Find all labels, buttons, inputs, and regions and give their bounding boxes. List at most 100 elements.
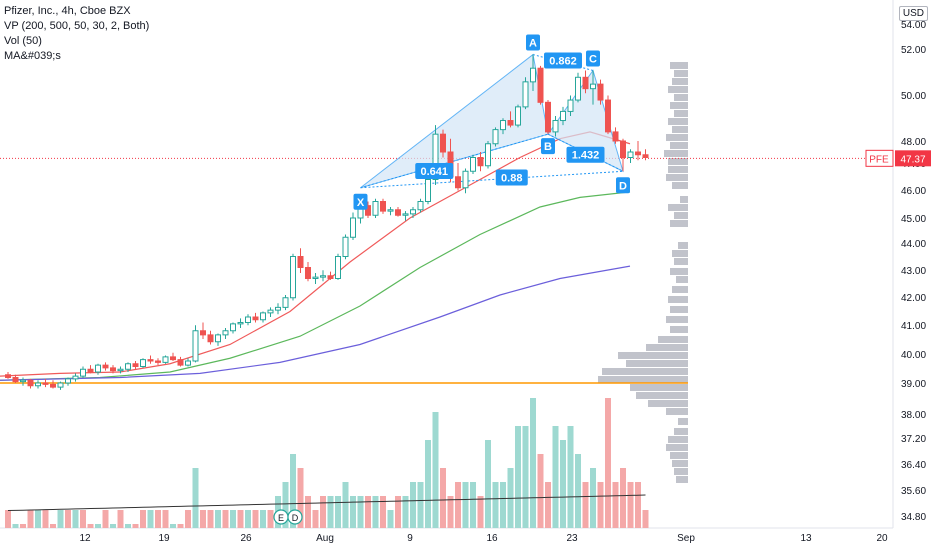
volume-profile-bar-44: [670, 452, 688, 459]
volume-bar-62: [470, 482, 476, 528]
volume-bar-25: [192, 468, 199, 528]
volume-bar-29: [222, 510, 229, 528]
candle-body-67: [507, 120, 514, 126]
volume-profile-bar-16: [680, 196, 688, 203]
volume-bar-70: [530, 398, 536, 528]
currency-badge[interactable]: USD: [898, 6, 928, 21]
candle-body-12: [95, 364, 101, 373]
harmonic-ratio-xd: 0.88: [501, 173, 522, 185]
y-tick-label-9: 42.00: [901, 293, 926, 304]
harmonic-label-b: B: [544, 141, 552, 153]
ticker-badge: PFE: [869, 154, 889, 165]
volume-bar-76: [575, 454, 581, 528]
legend-vol[interactable]: Vol (50): [4, 35, 42, 47]
candle-body-82: [620, 140, 626, 158]
ma-line-green: [0, 191, 631, 381]
candle-body-13: [102, 364, 109, 369]
candle-body-41: [312, 276, 319, 279]
harmonic-ratio-ac-bg: [544, 52, 582, 69]
volume-bar-40: [305, 496, 311, 528]
volume-bar-46: [350, 496, 356, 528]
candle-body-33: [252, 316, 259, 321]
candle-body-65: [492, 129, 499, 145]
candle-body-30: [230, 323, 236, 332]
candle-body-23: [177, 359, 184, 366]
candle-body-66: [500, 120, 506, 131]
volume-profile-bar-20: [678, 242, 688, 249]
volume-bar-2: [20, 524, 26, 528]
volume-bar-54: [410, 482, 416, 528]
volume-profile-bar-6: [674, 110, 688, 117]
candle-body-2: [20, 379, 26, 383]
volume-bar-65: [492, 482, 499, 528]
y-tick-label-5: 46.00: [901, 186, 926, 197]
candle-body-25: [192, 330, 199, 362]
candle-body-64: [485, 143, 491, 167]
candle-body-69: [522, 81, 529, 108]
volume-bar-51: [387, 510, 394, 528]
harmonic-ratio-xb-bg: [415, 162, 454, 179]
volume-profile-bar-24: [676, 276, 688, 283]
volume-bar-73: [552, 426, 559, 528]
candle-body-16: [125, 363, 131, 370]
volume-bar-72: [545, 482, 551, 528]
candle-body-14: [110, 367, 116, 372]
volume-bar-21: [162, 510, 169, 528]
volume-bar-55: [417, 482, 424, 528]
legend-title: Pfizer, Inc., 4h, Cboe BZX: [4, 5, 131, 17]
candle-body-62: [470, 157, 476, 172]
volume-profile-bar-13: [668, 166, 688, 173]
volume-bar-60: [455, 482, 461, 528]
candle-body-49: [372, 201, 379, 216]
candle-body-80: [605, 99, 611, 133]
x-tick-label-6: 23: [566, 533, 578, 544]
x-tick-label-8: 13: [800, 533, 812, 544]
harmonic-label-d-bg: [616, 177, 630, 194]
volume-bar-85: [642, 510, 649, 528]
volume-profile-bar-33: [626, 360, 688, 367]
y-tick-label-11: 40.00: [901, 350, 926, 361]
volume-profile-bar-9: [666, 134, 688, 141]
candle-body-9: [72, 375, 79, 380]
harmonic-label-d: D: [619, 180, 627, 192]
volume-bar-23: [177, 524, 184, 528]
volume-bar-20: [155, 510, 161, 528]
y-tick-label-17: 34.80: [901, 512, 926, 523]
legend-vp[interactable]: VP (200, 500, 50, 30, 2, Both): [4, 20, 150, 32]
volume-bar-48: [365, 496, 371, 528]
volume-bar-47: [357, 496, 364, 528]
candle-body-27: [207, 334, 214, 343]
volume-bar-39: [297, 468, 304, 528]
volume-bar-22: [170, 524, 176, 528]
volume-profile-bar-8: [672, 126, 688, 133]
volume-bar-34: [260, 510, 266, 528]
volume-bar-71: [537, 454, 544, 528]
candle-body-32: [245, 316, 251, 323]
candle-body-35: [267, 309, 274, 314]
y-tick-label-0: 54.00: [901, 20, 926, 31]
candle-body-8: [65, 378, 71, 384]
x-tick-label-1: 19: [158, 533, 170, 544]
volume-profile-bar-25: [672, 286, 688, 293]
candle-body-72: [545, 101, 551, 133]
harmonic-ratio-bd-bg: [566, 146, 605, 163]
harmonic-ratio-xb: 0.641: [420, 166, 448, 178]
volume-profile-bar-4: [674, 94, 688, 101]
volume-profile-bar-0: [670, 62, 688, 69]
volume-profile-bar-11: [664, 150, 688, 157]
legend-ma[interactable]: MA&#039;s: [4, 50, 61, 62]
x-tick-label-4: 9: [407, 533, 413, 544]
volume-bar-77: [582, 482, 589, 528]
volume-profile-bar-36: [630, 384, 688, 391]
volume-bar-30: [230, 510, 236, 528]
candle-body-76: [575, 76, 581, 101]
candle-body-55: [417, 201, 424, 211]
candle-body-44: [335, 256, 341, 279]
volume-profile-bar-22: [674, 258, 688, 265]
volume-bar-83: [627, 482, 634, 528]
candle-body-84: [635, 151, 641, 156]
volume-bar-74: [560, 440, 566, 528]
volume-bar-59: [447, 496, 454, 528]
volume-profile-bar-35: [598, 376, 688, 383]
volume-bar-24: [185, 510, 191, 528]
